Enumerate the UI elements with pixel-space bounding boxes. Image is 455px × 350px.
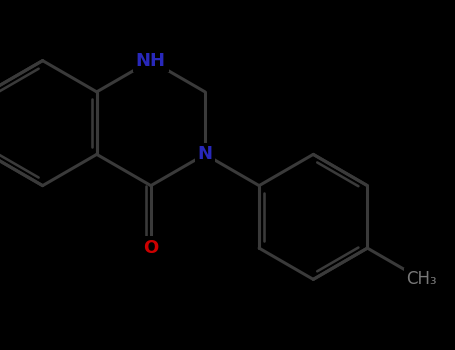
Text: CH₃: CH₃ xyxy=(406,270,437,288)
Text: N: N xyxy=(197,145,212,163)
Text: O: O xyxy=(143,239,158,257)
Text: NH: NH xyxy=(136,51,166,70)
